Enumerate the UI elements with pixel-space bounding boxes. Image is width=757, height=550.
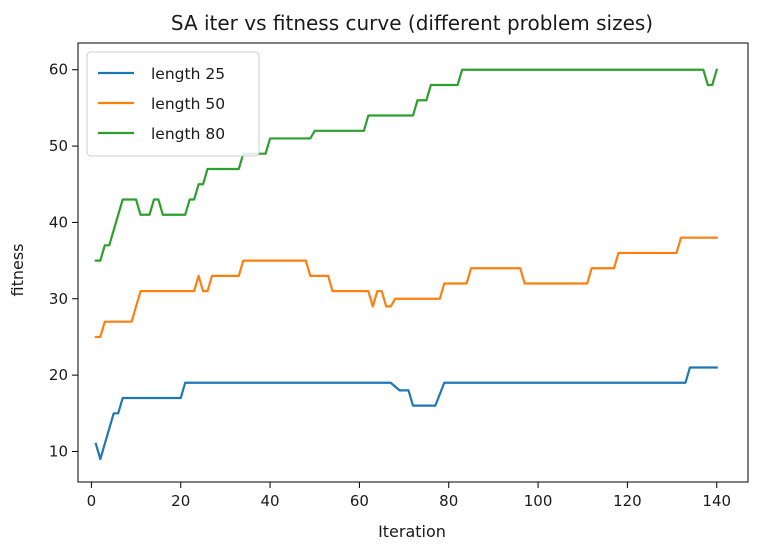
y-tick-label: 60 bbox=[49, 61, 68, 79]
x-tick-label: 120 bbox=[613, 492, 642, 510]
x-axis-label: Iteration bbox=[378, 522, 446, 541]
x-axis-ticks: 0 20 40 60 80 100 120 140 bbox=[87, 482, 731, 510]
legend-label-3: length 80 bbox=[151, 125, 225, 143]
legend: length 25 length 50 length 80 bbox=[86, 51, 260, 157]
y-axis-label: fitness bbox=[8, 243, 27, 296]
y-tick-label: 30 bbox=[49, 290, 68, 308]
y-tick-label: 40 bbox=[49, 213, 68, 231]
x-tick-label: 80 bbox=[439, 492, 458, 510]
x-tick-label: 100 bbox=[524, 492, 553, 510]
y-tick-label: 20 bbox=[49, 366, 68, 384]
x-tick-label: 20 bbox=[171, 492, 190, 510]
series-line-2 bbox=[94, 236, 718, 339]
legend-box bbox=[86, 51, 260, 157]
legend-label-2: length 50 bbox=[151, 95, 225, 113]
chart-title: SA iter vs fitness curve (different prob… bbox=[171, 11, 653, 35]
x-tick-label: 40 bbox=[261, 492, 280, 510]
y-axis-ticks: 10 20 30 40 50 60 bbox=[49, 61, 78, 460]
plot-frame bbox=[77, 42, 749, 483]
x-tick-label: 0 bbox=[87, 492, 97, 510]
plot-area bbox=[77, 42, 749, 483]
x-tick-label: 140 bbox=[702, 492, 731, 510]
x-tick-label: 60 bbox=[350, 492, 369, 510]
y-tick-label: 10 bbox=[49, 442, 68, 460]
y-tick-label: 50 bbox=[49, 137, 68, 155]
legend-label-1: length 25 bbox=[151, 65, 225, 83]
series-line-1 bbox=[94, 366, 718, 461]
